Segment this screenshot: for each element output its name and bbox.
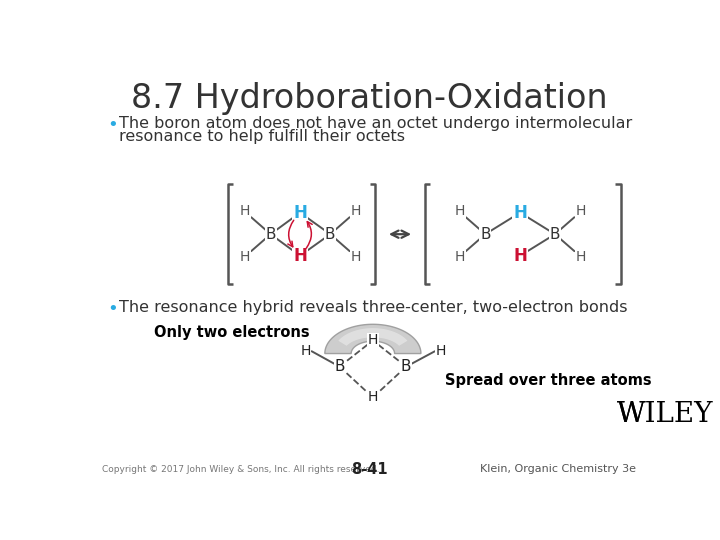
- Text: Only two electrons: Only two electrons: [153, 325, 309, 340]
- Text: 8-41: 8-41: [351, 462, 387, 477]
- Text: H: H: [351, 204, 361, 218]
- Text: H: H: [575, 204, 586, 218]
- Text: H: H: [436, 344, 446, 358]
- Text: B: B: [266, 227, 276, 242]
- Text: B: B: [325, 227, 336, 242]
- FancyArrowPatch shape: [306, 221, 312, 248]
- Text: H: H: [454, 204, 465, 218]
- Text: Spread over three atoms: Spread over three atoms: [445, 373, 652, 388]
- Text: H: H: [368, 390, 378, 404]
- Text: B: B: [550, 227, 560, 242]
- Text: H: H: [454, 251, 465, 264]
- Text: B: B: [401, 359, 411, 374]
- Text: H: H: [575, 251, 586, 264]
- FancyArrowPatch shape: [391, 231, 409, 238]
- Text: B: B: [334, 359, 345, 374]
- Text: resonance to help fulfill their octets: resonance to help fulfill their octets: [120, 130, 405, 145]
- Polygon shape: [325, 325, 421, 354]
- Text: Copyright © 2017 John Wiley & Sons, Inc. All rights reserved.: Copyright © 2017 John Wiley & Sons, Inc.…: [102, 464, 379, 474]
- Text: H: H: [368, 334, 378, 347]
- Text: H: H: [293, 247, 307, 265]
- Text: H: H: [513, 204, 527, 221]
- Text: H: H: [513, 247, 527, 265]
- Text: •: •: [107, 300, 118, 318]
- Text: H: H: [351, 251, 361, 264]
- Text: 8.7 Hydroboration-Oxidation: 8.7 Hydroboration-Oxidation: [131, 82, 607, 114]
- Polygon shape: [338, 328, 408, 346]
- Text: B: B: [480, 227, 490, 242]
- Text: The boron atom does not have an octet undergo intermolecular: The boron atom does not have an octet un…: [120, 117, 633, 131]
- Text: Klein, Organic Chemistry 3e: Klein, Organic Chemistry 3e: [480, 464, 636, 474]
- Text: The resonance hybrid reveals three-center, two-electron bonds: The resonance hybrid reveals three-cente…: [120, 300, 628, 315]
- Text: H: H: [240, 251, 250, 264]
- Text: •: •: [107, 117, 118, 134]
- Text: H: H: [240, 204, 250, 218]
- Text: H: H: [300, 344, 310, 358]
- Text: W: W: [617, 401, 646, 428]
- Text: H: H: [293, 204, 307, 221]
- FancyArrowPatch shape: [288, 220, 294, 247]
- Text: WILEY: WILEY: [617, 401, 714, 428]
